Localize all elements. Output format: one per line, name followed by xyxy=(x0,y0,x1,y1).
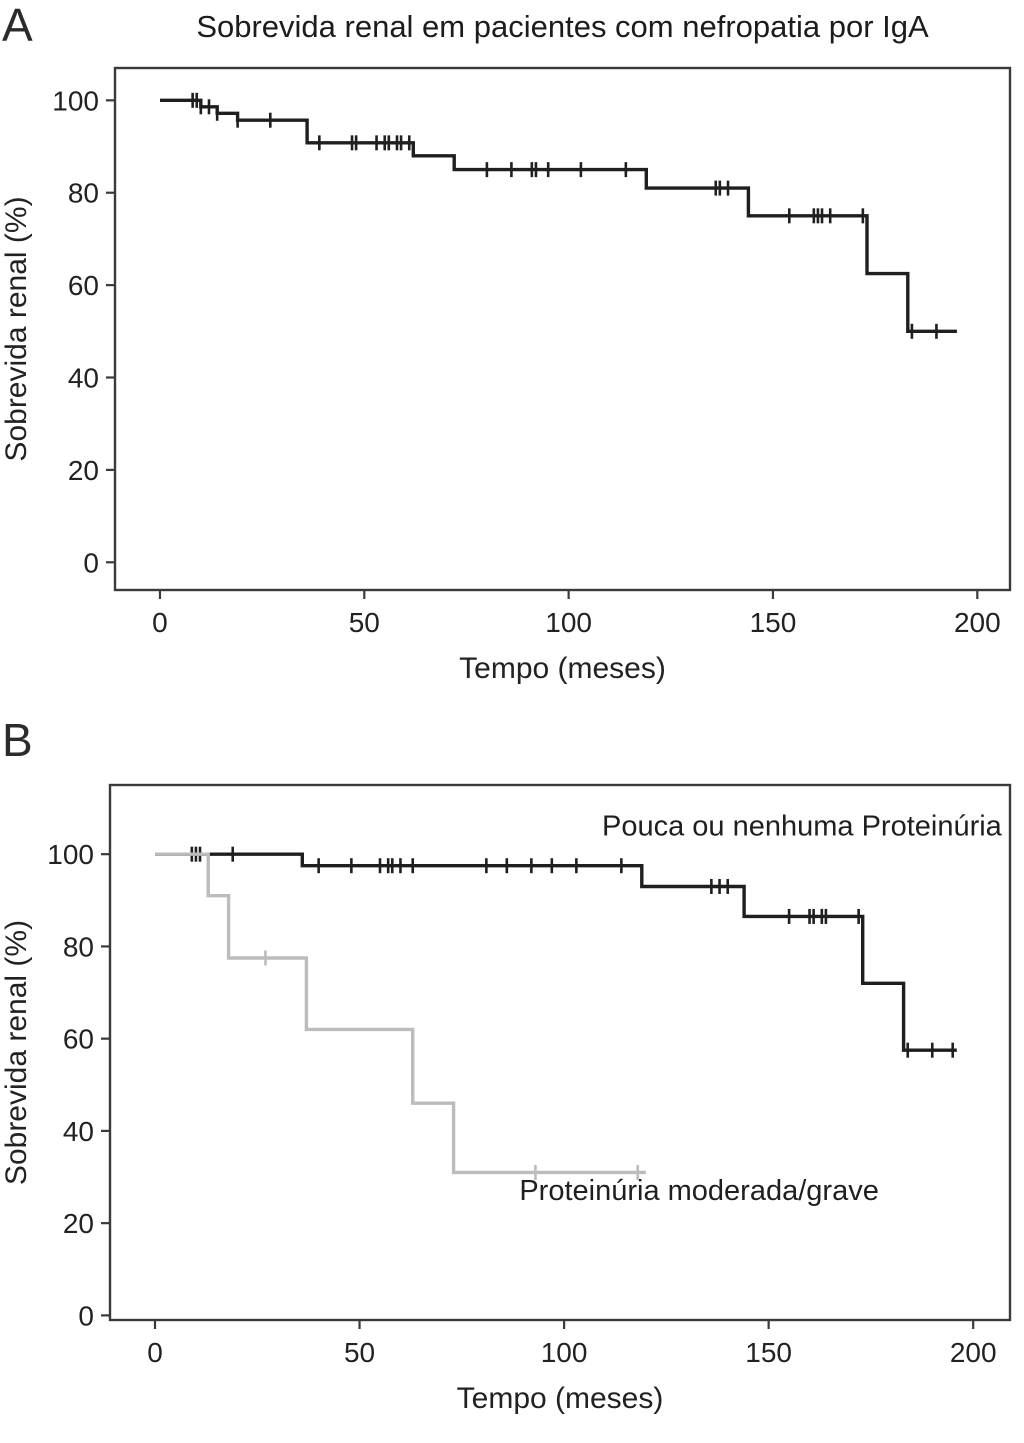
km-step-curve-1 xyxy=(155,852,957,1052)
y-tick-label: 80 xyxy=(68,178,99,209)
y-tick-label: 60 xyxy=(68,270,99,301)
x-tick-label: 200 xyxy=(954,607,1001,638)
x-tick-label: 200 xyxy=(950,1337,997,1368)
panel-b-letter: B xyxy=(2,714,33,766)
y-tick-label: 60 xyxy=(63,1024,94,1055)
x-tick-label: 100 xyxy=(541,1337,588,1368)
series-label: Pouca ou nenhuma Proteinúria xyxy=(602,811,1003,843)
series-label: Proteinúria moderada/grave xyxy=(519,1175,878,1207)
km-chart-a: 0 50 100 150 200 0 20 40 60 80 100 Tempo (meses) Sob… xyxy=(0,66,1012,685)
y-tick-label: 40 xyxy=(63,1116,94,1147)
y-axis-title: Sobrevida renal (%) xyxy=(0,196,33,461)
y-tick-label: 0 xyxy=(83,547,99,578)
km-chart-b: 0 50 100 150 200 0 20 40 60 80 100 Tempo (meses) Sob… xyxy=(0,783,1012,1415)
x-tick-label: 0 xyxy=(152,607,168,638)
plot-frame xyxy=(108,783,1012,1322)
x-tick-label: 150 xyxy=(750,607,797,638)
x-tick-label: 100 xyxy=(545,607,592,638)
x-axis-title: Tempo (meses) xyxy=(457,1382,664,1415)
panel-a-title: Sobrevida renal em pacientes com nefropa… xyxy=(196,9,929,44)
panel-a: 0 50 100 150 200 0 20 40 60 80 100 Tempo (meses) Sob… xyxy=(0,0,1024,715)
x-tick-label: 50 xyxy=(349,607,380,638)
y-tick-label: 80 xyxy=(63,931,94,962)
km-step-curve-1 xyxy=(160,98,957,333)
y-tick-label: 100 xyxy=(47,839,94,870)
panel-a-letter: A xyxy=(2,0,33,51)
y-tick-label: 40 xyxy=(68,363,99,394)
x-axis-title: Tempo (meses) xyxy=(459,652,666,685)
y-axis-title: Sobrevida renal (%) xyxy=(0,920,33,1185)
y-tick-label: 0 xyxy=(78,1300,94,1331)
x-tick-label: 150 xyxy=(745,1337,792,1368)
plot-frame xyxy=(113,66,1012,592)
panel-b: 0 50 100 150 200 0 20 40 60 80 100 Tempo (meses) Sob… xyxy=(0,715,1024,1443)
y-tick-label: 20 xyxy=(68,455,99,486)
km-step-curve-2 xyxy=(155,852,646,1175)
y-tick-label: 100 xyxy=(52,85,99,116)
y-tick-label: 20 xyxy=(63,1208,94,1239)
x-tick-label: 50 xyxy=(344,1337,375,1368)
x-tick-label: 0 xyxy=(147,1337,163,1368)
